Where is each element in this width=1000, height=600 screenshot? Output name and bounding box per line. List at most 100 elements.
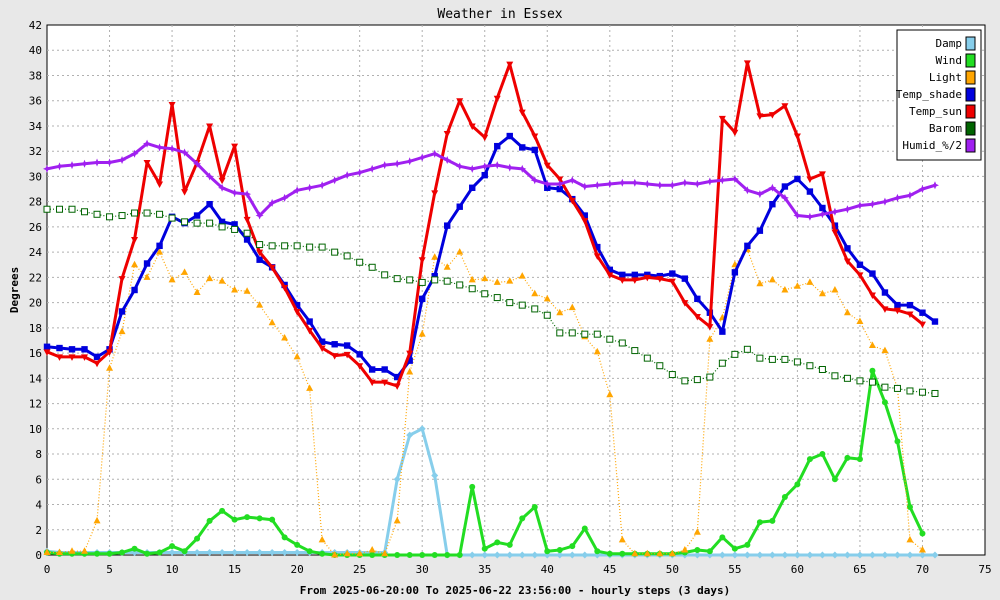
data-point: [843, 374, 851, 382]
data-point: [769, 517, 776, 524]
data-point: [169, 543, 176, 550]
data-point: [569, 543, 576, 550]
data-point: [106, 213, 114, 221]
data-point: [806, 176, 814, 183]
data-point: [93, 516, 101, 524]
data-point: [468, 285, 476, 293]
data-point: [319, 550, 326, 557]
data-point: [706, 548, 713, 555]
data-point: [756, 354, 764, 362]
y-tick-label: 4: [35, 499, 42, 512]
data-point: [206, 123, 214, 130]
data-point: [493, 551, 501, 559]
series-group: [43, 60, 939, 559]
data-point: [581, 525, 588, 532]
data-point: [506, 132, 513, 140]
data-point: [843, 205, 852, 214]
data-point: [593, 253, 601, 260]
data-point: [381, 379, 389, 387]
data-point: [868, 378, 876, 386]
data-point: [581, 551, 589, 559]
data-point: [843, 258, 851, 265]
data-point: [393, 159, 402, 168]
x-tick-label: 50: [666, 563, 679, 576]
data-point: [894, 301, 901, 309]
data-point: [193, 159, 202, 168]
data-point: [243, 548, 251, 556]
data-point: [656, 276, 664, 283]
x-tick-label: 15: [228, 563, 241, 576]
data-point: [393, 475, 401, 483]
y-tick-label: 24: [29, 246, 43, 259]
data-point: [381, 549, 389, 557]
data-point: [905, 191, 914, 200]
data-point: [181, 268, 189, 275]
data-point: [81, 547, 89, 554]
data-point: [418, 425, 426, 433]
data-point: [705, 177, 714, 186]
data-point: [681, 377, 689, 385]
y-tick-label: 26: [29, 221, 42, 234]
data-point: [931, 318, 939, 325]
data-point: [731, 350, 739, 358]
data-point: [443, 156, 452, 165]
data-point: [831, 551, 839, 559]
data-point: [556, 546, 563, 553]
data-point: [293, 548, 301, 556]
data-point: [369, 552, 376, 558]
data-point: [619, 271, 626, 279]
data-point: [381, 366, 388, 373]
data-point: [405, 157, 414, 166]
data-point: [431, 190, 439, 197]
data-point: [168, 102, 176, 109]
data-point: [206, 219, 214, 227]
data-point: [493, 161, 502, 170]
data-point: [80, 159, 89, 168]
data-point: [718, 176, 727, 185]
data-point: [68, 354, 76, 361]
y-tick-label: 12: [29, 398, 42, 411]
data-point: [819, 204, 826, 212]
x-tick-label: 35: [478, 563, 491, 576]
data-point: [381, 271, 389, 279]
legend-label-wind: Wind: [936, 54, 963, 67]
data-point: [143, 160, 151, 167]
data-point: [531, 133, 539, 141]
data-point: [756, 519, 763, 526]
data-point: [444, 552, 451, 558]
y-tick-label: 32: [29, 145, 42, 158]
series-barom: [43, 205, 939, 397]
legend-label-damp: Damp: [936, 37, 963, 50]
data-point: [43, 205, 51, 213]
data-point: [768, 551, 776, 559]
data-point: [331, 551, 339, 558]
data-point: [294, 541, 301, 548]
data-point: [806, 362, 814, 370]
data-point: [456, 98, 464, 105]
data-point: [218, 177, 226, 185]
data-point: [856, 272, 864, 279]
data-point: [244, 514, 251, 521]
data-point: [143, 139, 152, 148]
data-point: [755, 190, 764, 199]
data-point: [544, 548, 551, 555]
data-point: [794, 481, 801, 488]
series-wind: [44, 367, 926, 558]
data-point: [831, 229, 839, 236]
data-point: [343, 351, 351, 359]
data-point: [43, 343, 51, 350]
y-tick-label: 16: [29, 347, 42, 360]
data-point: [868, 551, 876, 559]
legend-swatch-barom: [965, 121, 976, 136]
data-point: [468, 123, 476, 130]
legend-label-humid-2: Humid_%/2: [902, 139, 962, 152]
data-point: [206, 548, 214, 556]
y-tick-label: 20: [29, 297, 42, 310]
data-point: [256, 249, 264, 257]
data-point: [456, 248, 464, 255]
data-point: [144, 550, 151, 557]
data-point: [306, 243, 314, 251]
y-axis-label: Degrees: [8, 267, 21, 313]
data-point: [630, 178, 639, 187]
data-point: [806, 278, 814, 285]
